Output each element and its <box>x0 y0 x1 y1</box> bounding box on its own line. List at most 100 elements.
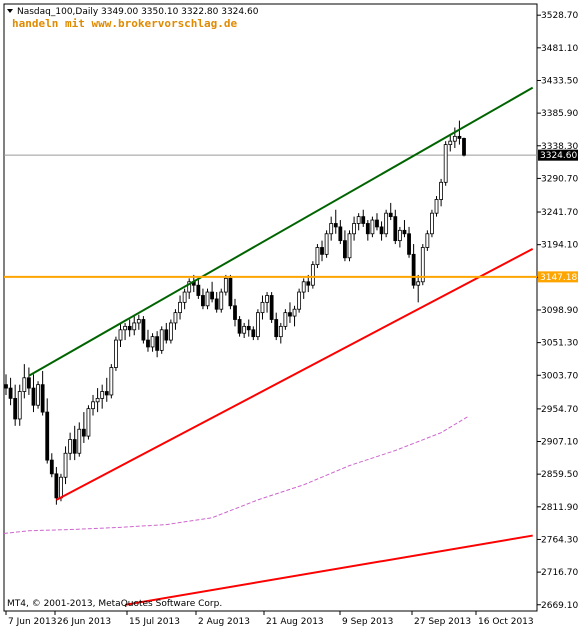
candle <box>324 230 329 258</box>
candle <box>297 288 302 313</box>
chart-symbol: Nasdaq_100,Daily <box>17 7 99 17</box>
candle <box>201 288 205 310</box>
candle <box>22 364 27 399</box>
candle <box>223 274 228 296</box>
y-tick-label: 2669.10 <box>541 601 578 611</box>
candle <box>178 295 182 320</box>
long-trend-line <box>124 534 533 606</box>
candle <box>260 295 265 320</box>
candle <box>68 432 73 461</box>
candle <box>292 305 297 327</box>
candle <box>310 261 315 289</box>
candle <box>17 384 22 426</box>
candle <box>54 466 59 505</box>
candle <box>49 453 54 478</box>
candle <box>45 398 50 464</box>
support-price-label: 3147.18 <box>540 273 577 283</box>
candle <box>452 127 457 149</box>
candle <box>407 226 411 258</box>
candle <box>420 244 425 286</box>
candle <box>40 370 45 416</box>
x-tick-label: 21 Aug 2013 <box>266 617 324 627</box>
candle <box>26 367 31 395</box>
candle <box>150 333 155 352</box>
candle <box>31 374 36 413</box>
candle <box>388 202 393 221</box>
candle <box>448 134 453 152</box>
y-tick-label: 3385.90 <box>541 109 578 119</box>
candle <box>205 288 210 310</box>
footer-copyright: MT4, © 2001-2013, MetaQuotes Software Co… <box>7 599 222 609</box>
candle <box>402 220 407 238</box>
candle <box>288 302 292 323</box>
candle <box>164 322 169 344</box>
candle <box>136 314 141 330</box>
candle <box>356 213 361 231</box>
candle <box>242 322 247 339</box>
x-tick-label: 7 Jun 2013 <box>8 617 56 627</box>
candle <box>63 446 68 485</box>
candle <box>269 292 274 323</box>
candle <box>159 326 164 354</box>
candle <box>430 209 434 238</box>
y-tick-label: 3051.30 <box>541 339 578 349</box>
candle <box>329 216 334 241</box>
candle <box>123 322 127 341</box>
candle <box>13 384 18 426</box>
candle <box>95 388 100 413</box>
y-tick-label: 3433.50 <box>541 76 578 86</box>
x-tick-label: 27 Sep 2013 <box>414 617 471 627</box>
candle <box>91 394 95 416</box>
candle <box>114 336 118 371</box>
candle <box>333 209 338 234</box>
candle <box>214 292 219 313</box>
x-tick-label: 9 Sep 2013 <box>342 617 393 627</box>
y-tick-label: 2764.30 <box>541 535 578 545</box>
candle <box>237 316 242 337</box>
x-tick-label: 16 Oct 2013 <box>478 617 534 627</box>
candle <box>379 221 384 241</box>
candle <box>397 226 402 248</box>
candle <box>141 316 146 344</box>
candle <box>343 230 347 262</box>
candle <box>301 278 306 299</box>
candle <box>462 137 466 157</box>
support-price-label-bg <box>538 271 578 283</box>
candle <box>118 322 123 347</box>
candle <box>278 322 283 344</box>
candle <box>196 278 201 299</box>
y-tick-label: 3241.70 <box>541 208 578 218</box>
candle <box>338 220 343 245</box>
candle <box>127 319 132 337</box>
y-tick-label: 2859.50 <box>541 470 578 480</box>
candle <box>434 196 439 217</box>
candle <box>352 216 356 241</box>
y-tick-label: 3528.70 <box>541 11 578 21</box>
candle <box>36 381 40 409</box>
candle <box>265 292 269 313</box>
plot-frame <box>3 3 538 612</box>
current-price-label-bg <box>538 149 578 161</box>
upper-channel-line <box>28 86 534 377</box>
candle <box>411 244 416 289</box>
candle <box>246 319 251 337</box>
candle <box>146 329 150 352</box>
y-tick-label: 2954.70 <box>541 405 578 415</box>
candle <box>457 120 462 145</box>
candle <box>251 326 256 341</box>
lower-channel-line <box>55 247 534 501</box>
y-tick-label: 3481.10 <box>541 44 578 54</box>
menu-triangle-icon[interactable] <box>7 9 13 13</box>
candle <box>168 319 173 344</box>
candle <box>155 331 160 358</box>
x-tick-label: 15 Jul 2013 <box>129 617 180 627</box>
candle <box>109 364 114 399</box>
y-tick-label: 3098.90 <box>541 306 578 316</box>
current-price-label: 3324.60 <box>540 151 577 161</box>
y-tick-label: 3194.10 <box>541 241 578 251</box>
candle <box>416 274 421 303</box>
candle <box>210 281 215 303</box>
candle <box>187 278 192 299</box>
candle <box>100 384 105 409</box>
